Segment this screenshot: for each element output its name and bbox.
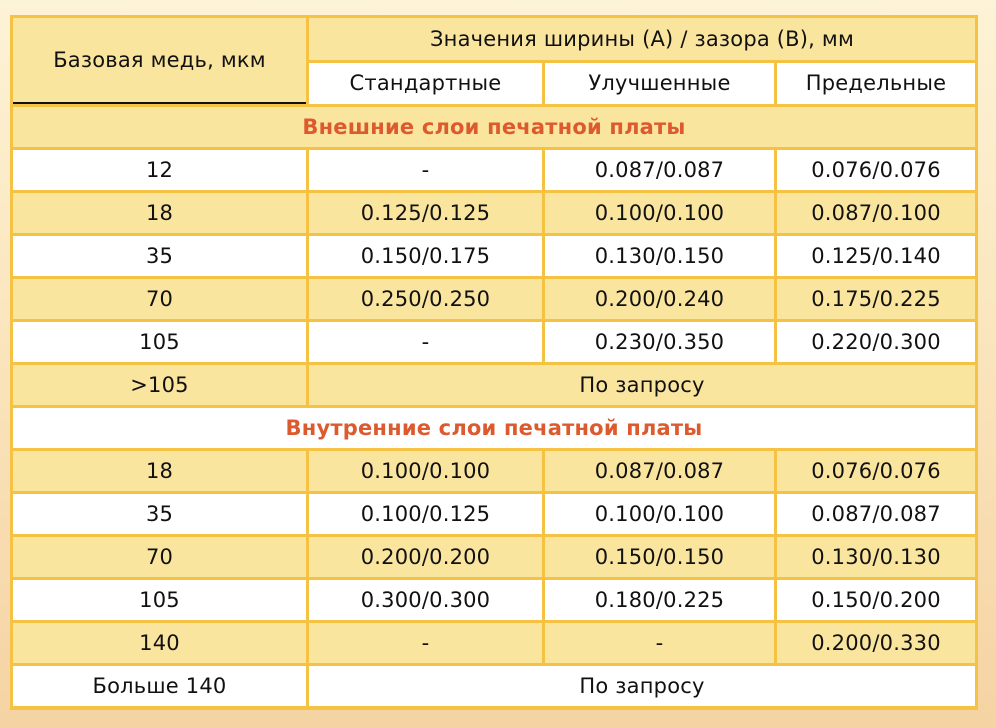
cell-improved: 0.130/0.150 [545, 236, 774, 276]
table-row: 105 0.300/0.300 0.180/0.225 0.150/0.200 [13, 580, 976, 620]
header-base-copper: Базовая медь, мкм [13, 18, 306, 104]
cell-standard: 0.300/0.300 [309, 580, 542, 620]
cell-standard: 0.150/0.175 [309, 236, 542, 276]
cell-standard: - [309, 322, 542, 362]
cell-copper: >105 [13, 365, 306, 405]
copper-width-gap-table: Базовая медь, мкм Значения ширины (A) / … [10, 15, 978, 709]
table-row: 18 0.125/0.125 0.100/0.100 0.087/0.100 [13, 193, 976, 233]
cell-improved: 0.230/0.350 [545, 322, 774, 362]
cell-copper: 140 [13, 623, 306, 663]
cell-improved: 0.087/0.087 [545, 150, 774, 190]
cell-limit: 0.150/0.200 [777, 580, 976, 620]
cell-standard: 0.250/0.250 [309, 279, 542, 319]
cell-improved: 0.150/0.150 [545, 537, 774, 577]
cell-copper: 18 [13, 451, 306, 491]
table-row: 70 0.200/0.200 0.150/0.150 0.130/0.130 [13, 537, 976, 577]
cell-limit: 0.175/0.225 [777, 279, 976, 319]
cell-copper: 18 [13, 193, 306, 233]
cell-copper: Больше 140 [13, 666, 306, 706]
table-row: 18 0.100/0.100 0.087/0.087 0.076/0.076 [13, 451, 976, 491]
cell-standard: 0.100/0.125 [309, 494, 542, 534]
cell-copper: 35 [13, 494, 306, 534]
cell-standard: 0.125/0.125 [309, 193, 542, 233]
cell-copper: 35 [13, 236, 306, 276]
cell-limit: 0.087/0.100 [777, 193, 976, 233]
cell-limit: 0.200/0.330 [777, 623, 976, 663]
cell-limit: 0.125/0.140 [777, 236, 976, 276]
cell-limit: 0.076/0.076 [777, 150, 976, 190]
cell-copper: 105 [13, 580, 306, 620]
table-row: 12 - 0.087/0.087 0.076/0.076 [13, 150, 976, 190]
cell-improved: 0.100/0.100 [545, 494, 774, 534]
table-row: 140 - - 0.200/0.330 [13, 623, 976, 663]
cell-improved: 0.200/0.240 [545, 279, 774, 319]
header-standard: Стандартные [309, 62, 542, 104]
table-row: 105 - 0.230/0.350 0.220/0.300 [13, 322, 976, 362]
cell-improved: 0.087/0.087 [545, 451, 774, 491]
cell-standard: - [309, 623, 542, 663]
table-row: 35 0.100/0.125 0.100/0.100 0.087/0.087 [13, 494, 976, 534]
cell-copper: 70 [13, 279, 306, 319]
section-title-outer: Внешние слои печатной платы [13, 107, 976, 147]
section-title-inner: Внутренние слои печатной платы [13, 408, 976, 448]
table-row-on-request: Больше 140 По запросу [13, 666, 976, 706]
cell-standard: 0.100/0.100 [309, 451, 542, 491]
table-row: 35 0.150/0.175 0.130/0.150 0.125/0.140 [13, 236, 976, 276]
cell-improved: 0.180/0.225 [545, 580, 774, 620]
cell-limit: 0.087/0.087 [777, 494, 976, 534]
cell-copper: 70 [13, 537, 306, 577]
cell-copper: 105 [13, 322, 306, 362]
header-values-title: Значения ширины (A) / зазора (B), мм [309, 18, 976, 60]
cell-limit: 0.220/0.300 [777, 322, 976, 362]
header-limit: Предельные [777, 62, 976, 104]
cell-standard: - [309, 150, 542, 190]
table-row-on-request: >105 По запросу [13, 365, 976, 405]
cell-limit: 0.130/0.130 [777, 537, 976, 577]
cell-improved: 0.100/0.100 [545, 193, 774, 233]
cell-on-request: По запросу [309, 666, 976, 706]
header-improved: Улучшенные [545, 62, 774, 104]
table-row: 70 0.250/0.250 0.200/0.240 0.175/0.225 [13, 279, 976, 319]
cell-on-request: По запросу [309, 365, 976, 405]
table-frame: Базовая медь, мкм Значения ширины (A) / … [10, 15, 978, 710]
cell-standard: 0.200/0.200 [309, 537, 542, 577]
cell-limit: 0.076/0.076 [777, 451, 976, 491]
cell-improved: - [545, 623, 774, 663]
cell-copper: 12 [13, 150, 306, 190]
